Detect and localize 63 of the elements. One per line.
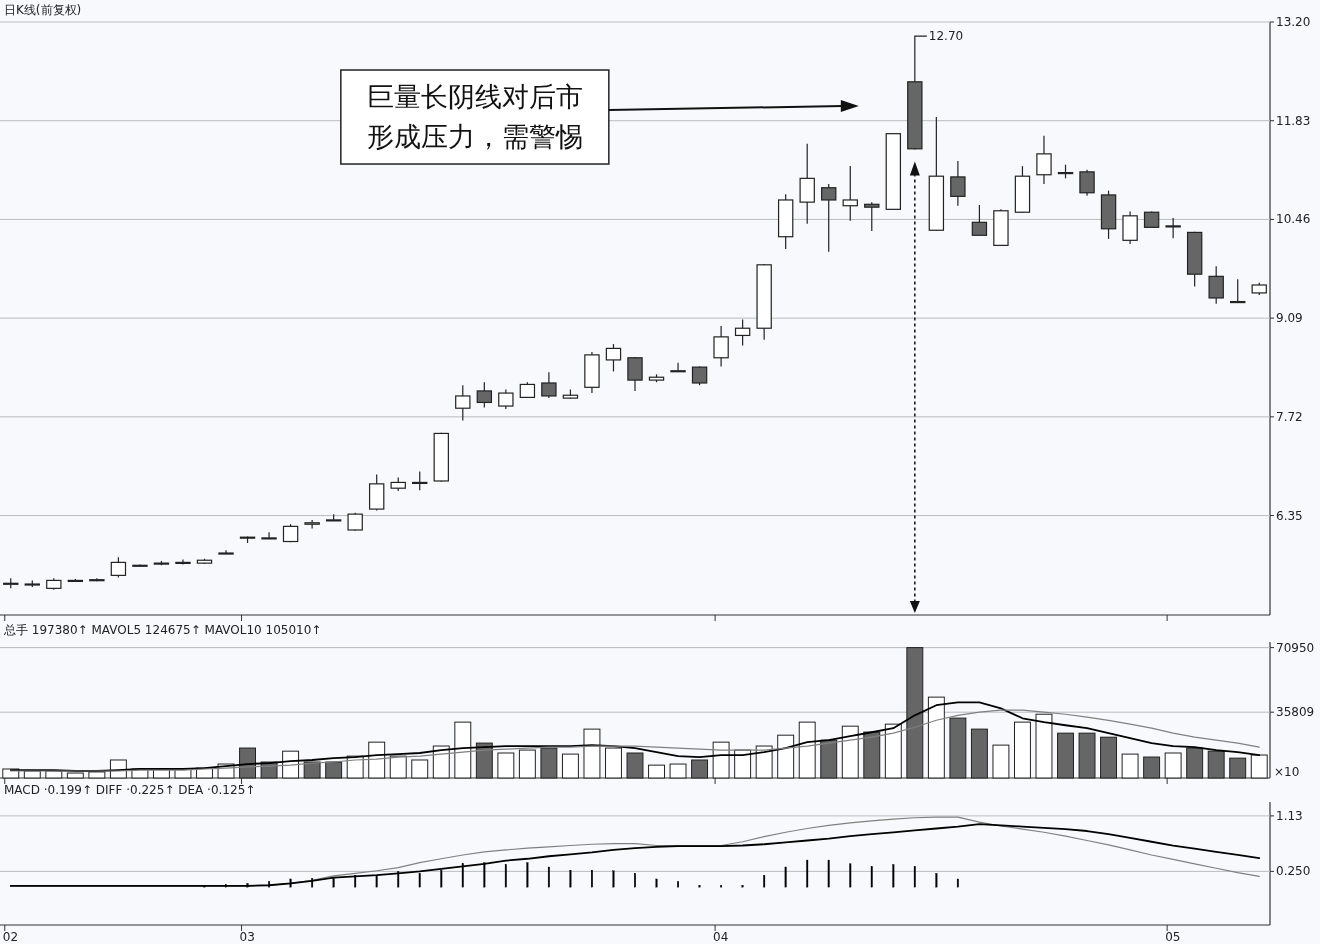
bar (475, 742, 493, 779)
bar (992, 744, 1010, 779)
bar (691, 759, 709, 779)
bar (561, 753, 579, 779)
chart-subtitle: 日K线(前复权) (4, 3, 82, 17)
bar (798, 721, 816, 779)
y-tick-label: 0.250 (1276, 864, 1311, 879)
bar (303, 761, 321, 779)
x-tick-label: 02 (2, 930, 19, 944)
bar (1229, 757, 1247, 779)
y-tick-label: 9.09 (1276, 311, 1303, 326)
bar (949, 717, 967, 779)
bar (626, 752, 644, 779)
text: MACD ·0.199↑ DIFF ·0.225↑ DEA ·0.125↑ (4, 783, 256, 797)
bar (820, 739, 838, 779)
bar (325, 761, 343, 779)
bar (1100, 736, 1118, 779)
y-tick-label: 11.83 (1276, 113, 1311, 128)
x-tick-label: 05 (1165, 930, 1181, 944)
bar (454, 721, 472, 779)
y-tick-label: 35809 (1276, 705, 1315, 720)
bar (1035, 713, 1053, 779)
bar (648, 764, 665, 779)
annotation: 12.70 (928, 29, 964, 44)
bar (884, 723, 902, 779)
text: 总手 197380↑ MAVOL5 124675↑ MAVOL10 105010↑ (3, 623, 322, 637)
y-tick-label: 1.13 (1276, 808, 1303, 823)
bar (88, 771, 106, 779)
y-tick-label: 6.35 (1276, 508, 1303, 523)
bar (906, 647, 924, 779)
bar (540, 747, 558, 779)
y-tick-label: 13.20 (1276, 15, 1311, 29)
bar (1078, 732, 1096, 779)
bar (841, 725, 859, 779)
y-tick-label: 70950 (1276, 640, 1315, 655)
bar (777, 734, 795, 779)
bar (432, 745, 450, 779)
annotation: 巨量长阴线对后市形成压力，需警惕 (366, 81, 583, 153)
y-tick-label: 7.72 (1276, 409, 1303, 424)
bar (927, 696, 945, 779)
bar (669, 763, 687, 779)
x-tick-label: 03 (239, 930, 255, 944)
bar (1164, 752, 1182, 779)
bar (863, 731, 881, 779)
bar (518, 749, 536, 779)
bar (368, 741, 386, 779)
bar (605, 747, 622, 779)
bar (970, 728, 988, 779)
bar (497, 752, 515, 779)
y-tick-label: 10.46 (1276, 212, 1311, 227)
bar (583, 728, 601, 779)
bar (1013, 721, 1031, 779)
bar (1207, 750, 1225, 779)
bar (1143, 756, 1161, 779)
bar (389, 755, 407, 779)
y-axis-title: ×10 (1274, 765, 1300, 779)
bar (66, 772, 84, 779)
bar (411, 759, 429, 779)
bar (1250, 754, 1268, 779)
bar (1057, 732, 1074, 779)
x-tick-label: 04 (713, 930, 729, 944)
bar (1186, 747, 1204, 779)
bar (1121, 753, 1139, 779)
